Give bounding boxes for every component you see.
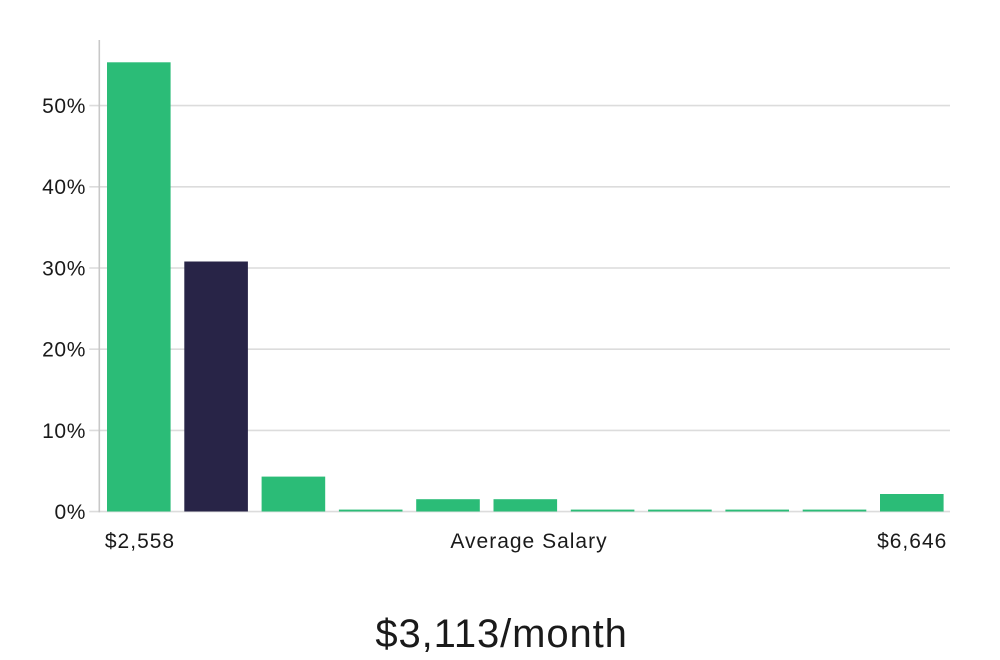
svg-text:10%: 10% [42, 420, 86, 443]
svg-text:30%: 30% [42, 257, 86, 280]
svg-text:50%: 50% [42, 95, 86, 118]
svg-text:40%: 40% [42, 176, 86, 199]
svg-text:Average Salary: Average Salary [450, 530, 607, 553]
svg-text:$6,646: $6,646 [877, 530, 947, 553]
svg-text:0%: 0% [54, 501, 86, 524]
svg-text:$2,558: $2,558 [105, 530, 175, 553]
svg-text:$3,113/month: $3,113/month [375, 612, 627, 656]
svg-text:20%: 20% [42, 339, 86, 362]
